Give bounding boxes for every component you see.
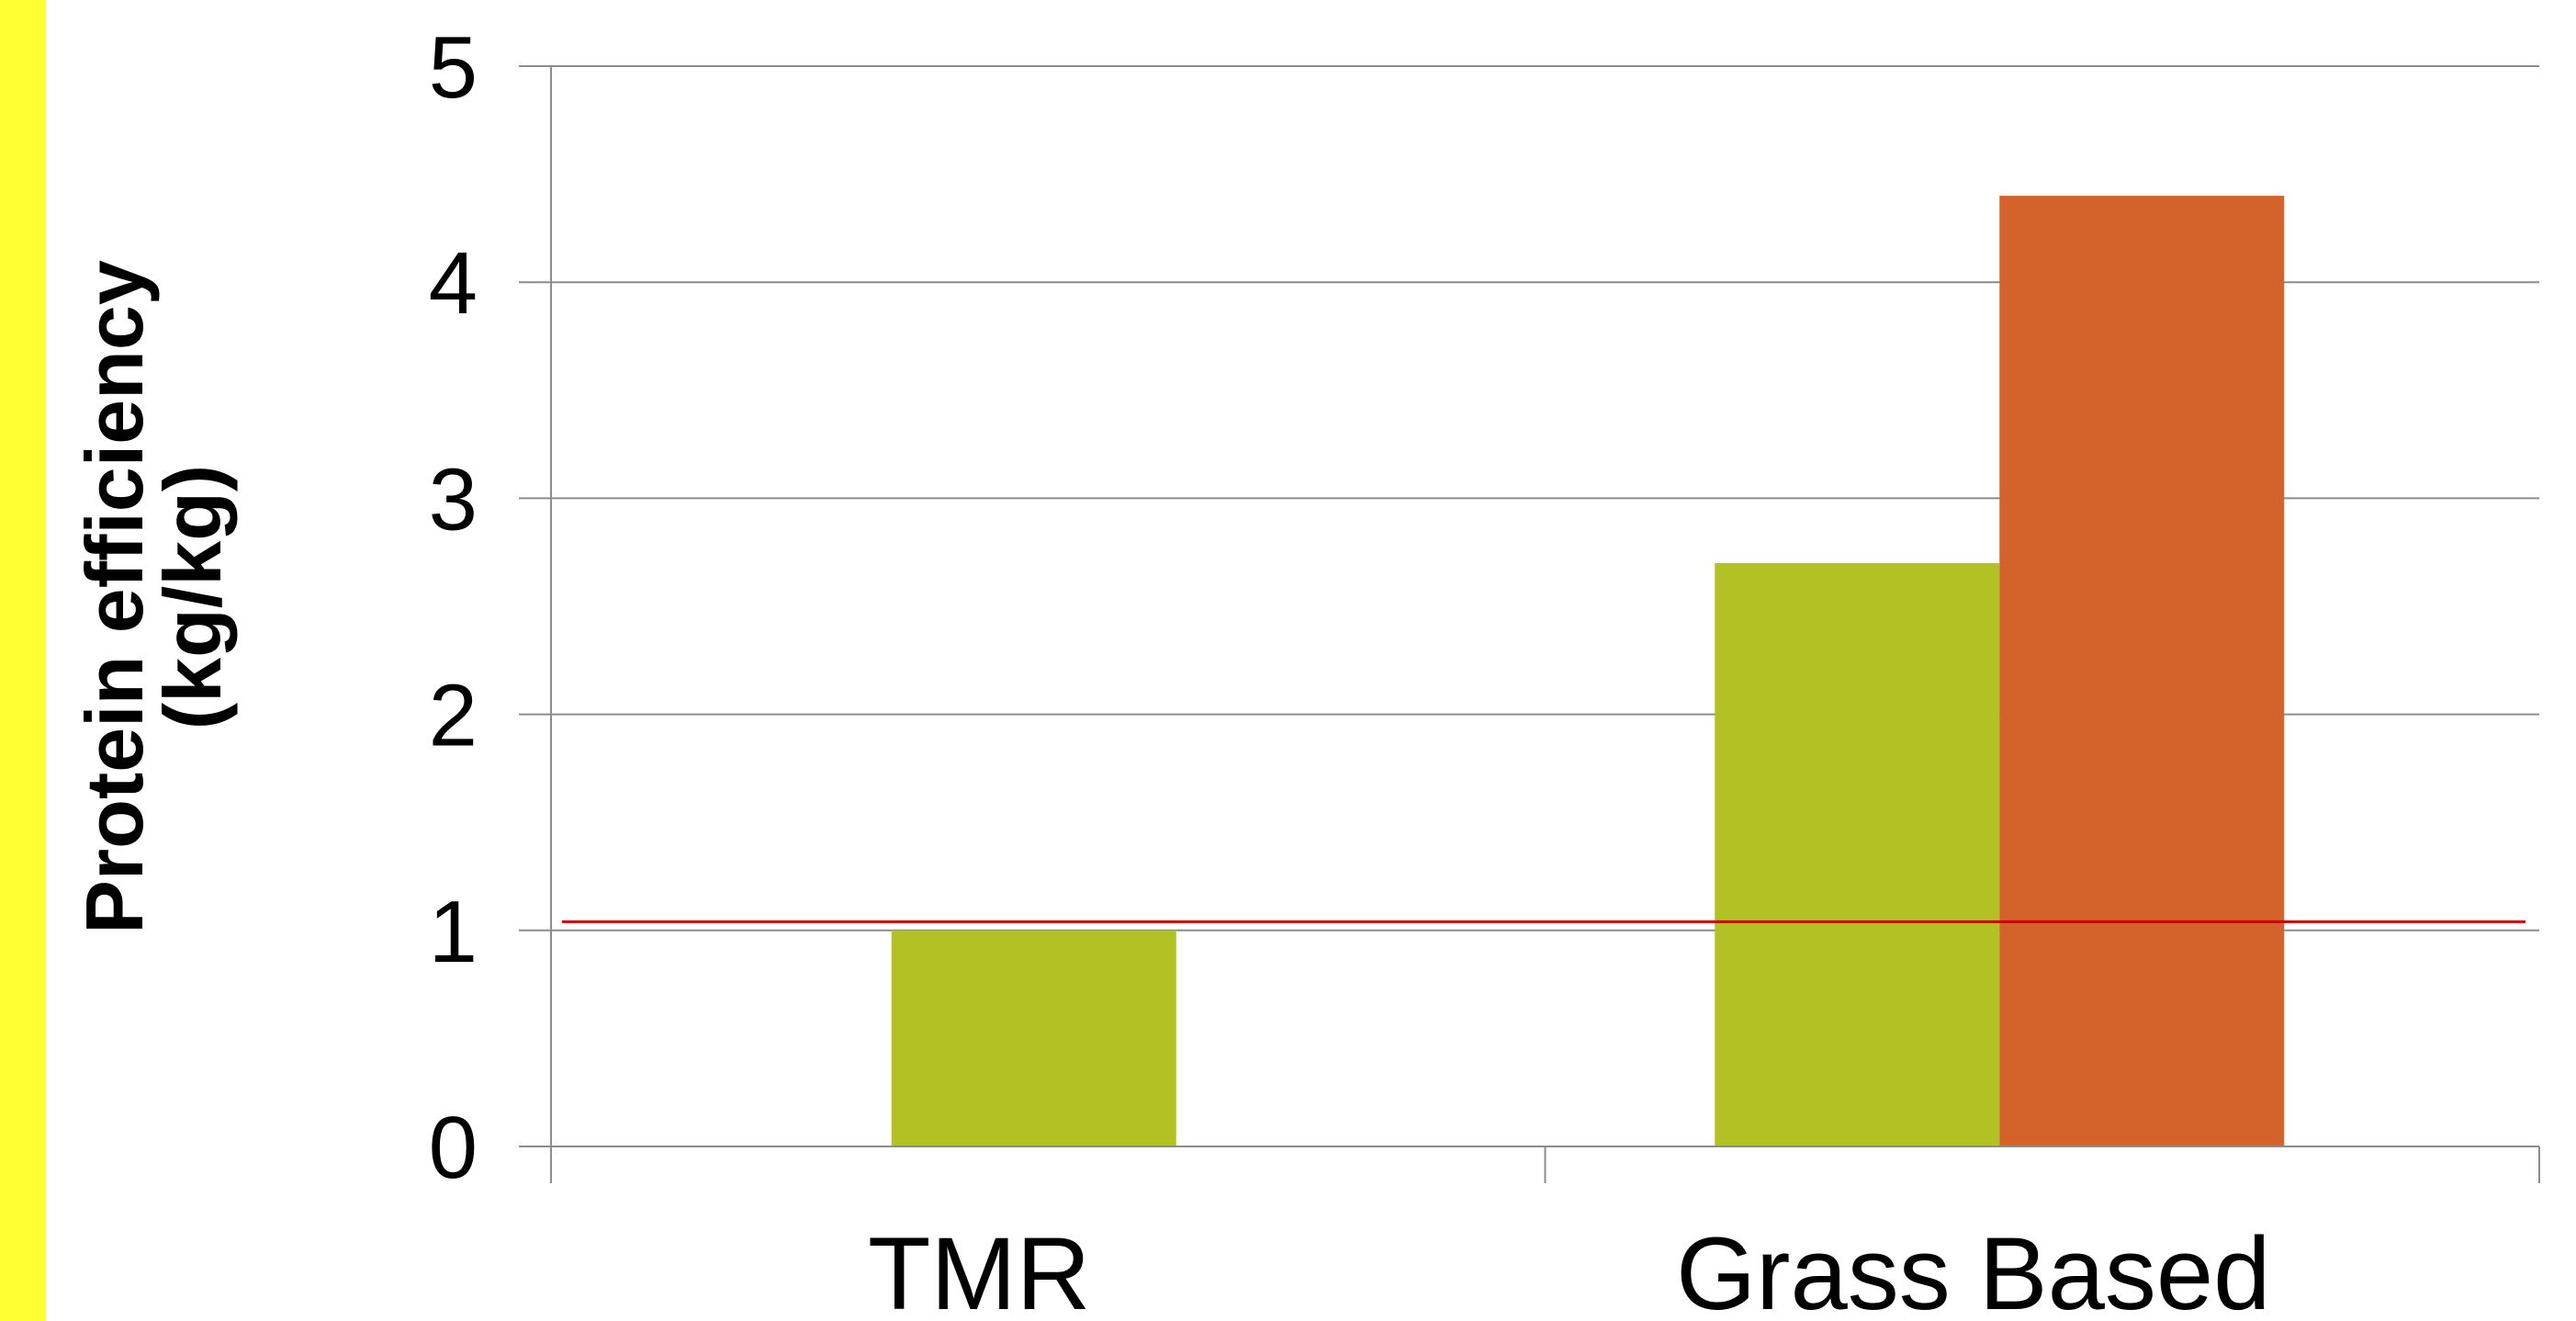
side-accent-stripe [0, 0, 46, 1321]
y-axis-title-line-1: Protein efficiency [69, 260, 160, 934]
y-tick-label-4: 4 [429, 234, 478, 333]
x-category-label-2: Grass Based [1676, 1216, 2270, 1321]
y-axis-title-line-2: (kg/kg) [147, 465, 238, 729]
bar-grass-based-series-2 [1999, 196, 2285, 1146]
bar-grass-based-series-1 [1715, 562, 2000, 1146]
labels: 0 1 2 3 4 5 TMR Grass Based [429, 18, 2271, 1321]
y-tick-label-0: 0 [429, 1099, 478, 1197]
y-tick-label-3: 3 [429, 450, 478, 548]
y-tick-label-2: 2 [429, 667, 478, 765]
y-tick-label-1: 1 [429, 883, 478, 981]
bars [891, 196, 2285, 1146]
y-tick-label-5: 5 [429, 18, 478, 117]
y-axis-title: Protein efficiency (kg/kg) [69, 260, 238, 934]
bar-tmr-series-1 [891, 930, 1176, 1146]
axes [519, 65, 2540, 1183]
x-category-label-1: TMR [868, 1216, 1091, 1321]
